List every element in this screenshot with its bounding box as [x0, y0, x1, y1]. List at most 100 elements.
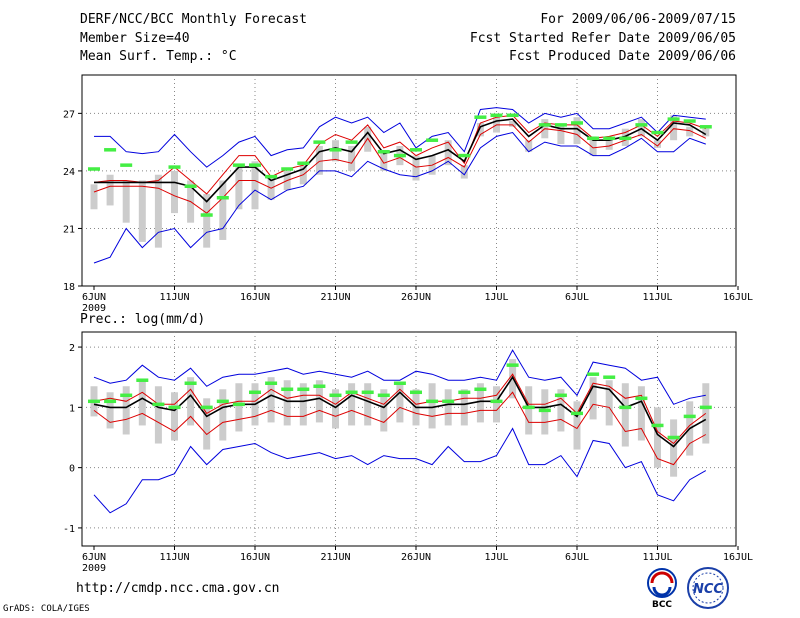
- y-tick-label: 27: [63, 109, 75, 120]
- ensemble-box: [380, 389, 388, 432]
- ensemble-box: [476, 122, 484, 137]
- ensemble-box: [605, 138, 613, 150]
- source-url[interactable]: http://cmdp.ncc.cma.gov.cn: [76, 581, 280, 596]
- min-line: [93, 131, 706, 264]
- x-tick-label: 11JUN: [159, 292, 189, 303]
- plot-frame: [81, 74, 737, 287]
- spread-lower-line: [93, 391, 707, 466]
- variable-label: Mean Surf. Temp.: °C: [80, 49, 237, 64]
- ensemble-box: [396, 383, 404, 423]
- ensemble-box: [573, 401, 581, 450]
- ensemble-box: [251, 161, 259, 210]
- ensemble-box: [589, 377, 597, 420]
- x-tick-label: 16JUL: [723, 552, 753, 563]
- x-tick-label: 26JUN: [401, 552, 431, 563]
- ensemble-box: [106, 392, 114, 429]
- y-tick-label: -1: [63, 524, 75, 535]
- ensemble-box: [219, 389, 227, 441]
- ensemble-box: [267, 377, 275, 423]
- x-tick-label: 16JUN: [240, 552, 270, 563]
- ensemble-box: [444, 389, 452, 426]
- min-line: [93, 427, 707, 514]
- ensemble-box: [460, 165, 468, 179]
- x-tick-label: 16JUL: [723, 292, 753, 303]
- ensemble-box: [235, 383, 243, 432]
- x-tick-label: 6JUL: [565, 552, 589, 563]
- ensemble-box: [364, 383, 372, 426]
- ensemble-box: [90, 184, 98, 210]
- ensemble-box: [525, 140, 533, 152]
- x-tick-label: 6JUN: [82, 552, 106, 563]
- ensemble-box: [283, 380, 291, 426]
- forecast-produced-date: Fcst Produced Date 2009/06/06: [509, 49, 736, 64]
- x-tick-label: 11JUL: [642, 292, 672, 303]
- ensemble-box: [557, 124, 565, 145]
- ensemble-box: [235, 167, 243, 210]
- ensemble-box: [621, 383, 629, 447]
- member-size-label: Member Size=40: [80, 31, 190, 46]
- ensemble-box: [106, 174, 114, 206]
- ncc-logo: NCC: [687, 567, 729, 609]
- ensemble-box: [203, 398, 211, 450]
- ensemble-box: [686, 126, 694, 137]
- ensemble-box: [267, 178, 275, 200]
- y-tick-label: 18: [63, 282, 75, 293]
- ensemble-box: [670, 115, 678, 141]
- ensemble-box: [493, 386, 500, 423]
- ensemble-box: [444, 140, 452, 166]
- ensemble-box: [154, 174, 162, 248]
- precipitation-panel: 6JUN 11JUN 16JUN 21JUN 26JUN 1JUL 6JUL 11JUL 16J…: [63, 331, 753, 574]
- y-tick-label: 1: [69, 403, 75, 414]
- max-line: [94, 107, 706, 168]
- spread-upper-line: [93, 373, 707, 445]
- ensemble-box: [589, 136, 597, 156]
- ensemble-box: [315, 380, 323, 423]
- ensemble-box: [219, 180, 227, 240]
- y-tick-label: 21: [63, 224, 75, 235]
- ensemble-box: [154, 386, 162, 444]
- temperature-panel: 6JUN 11JUN 16JUN 21JUN 26JUN 1JUL 6JUL 11JUL 16J…: [63, 74, 753, 314]
- ensemble-box: [702, 128, 710, 137]
- x-tick-label: 11JUL: [642, 552, 672, 563]
- ensemble-box: [637, 386, 645, 441]
- x-year-label: 2009: [82, 303, 106, 314]
- ensemble-box: [332, 389, 339, 429]
- ensemble-box: [654, 140, 661, 148]
- ensemble-box: [476, 383, 484, 423]
- x-tick-label: 21JUN: [320, 292, 350, 303]
- ensemble-mean-line: [94, 118, 707, 203]
- x-year-label: 2009: [82, 563, 106, 574]
- ensemble-box: [138, 380, 146, 426]
- ensemble-box: [187, 377, 195, 426]
- precip-panel-title: Prec.: log(mm/d): [80, 312, 205, 327]
- ensemble-box: [315, 145, 323, 175]
- ensemble-box: [654, 407, 661, 468]
- y-tick-label: 24: [63, 167, 75, 178]
- ensemble-box: [122, 386, 130, 435]
- ensemble-box: [428, 383, 436, 429]
- ensemble-box: [637, 119, 645, 137]
- forecast-period: For 2009/06/06-2009/07/15: [540, 12, 736, 27]
- max-line: [93, 349, 706, 405]
- ensemble-box: [171, 170, 178, 214]
- x-tick-label: 26JUN: [401, 292, 431, 303]
- ensemble-box: [122, 180, 130, 223]
- ensemble-box: [412, 155, 420, 181]
- ensemble-box: [380, 151, 388, 171]
- ensemble-box: [670, 419, 678, 477]
- ensemble-box: [525, 386, 533, 435]
- ensemble-box: [460, 389, 468, 426]
- x-tick-label: 1JUL: [484, 552, 508, 563]
- ensemble-box: [605, 380, 613, 426]
- x-tick-label: 1JUL: [484, 292, 508, 303]
- bcc-logo-text: BCC: [652, 600, 672, 609]
- ensemble-box: [203, 193, 211, 248]
- ensemble-box: [364, 126, 372, 152]
- ensemble-box: [702, 383, 710, 444]
- x-tick-label: 16JUN: [240, 292, 270, 303]
- chart-title: DERF/NCC/BCC Monthly Forecast: [80, 12, 307, 27]
- y-tick-label: 2: [69, 343, 75, 354]
- bcc-logo: BCC: [647, 568, 677, 609]
- forecast-started-date: Fcst Started Refer Date 2009/06/05: [469, 31, 736, 46]
